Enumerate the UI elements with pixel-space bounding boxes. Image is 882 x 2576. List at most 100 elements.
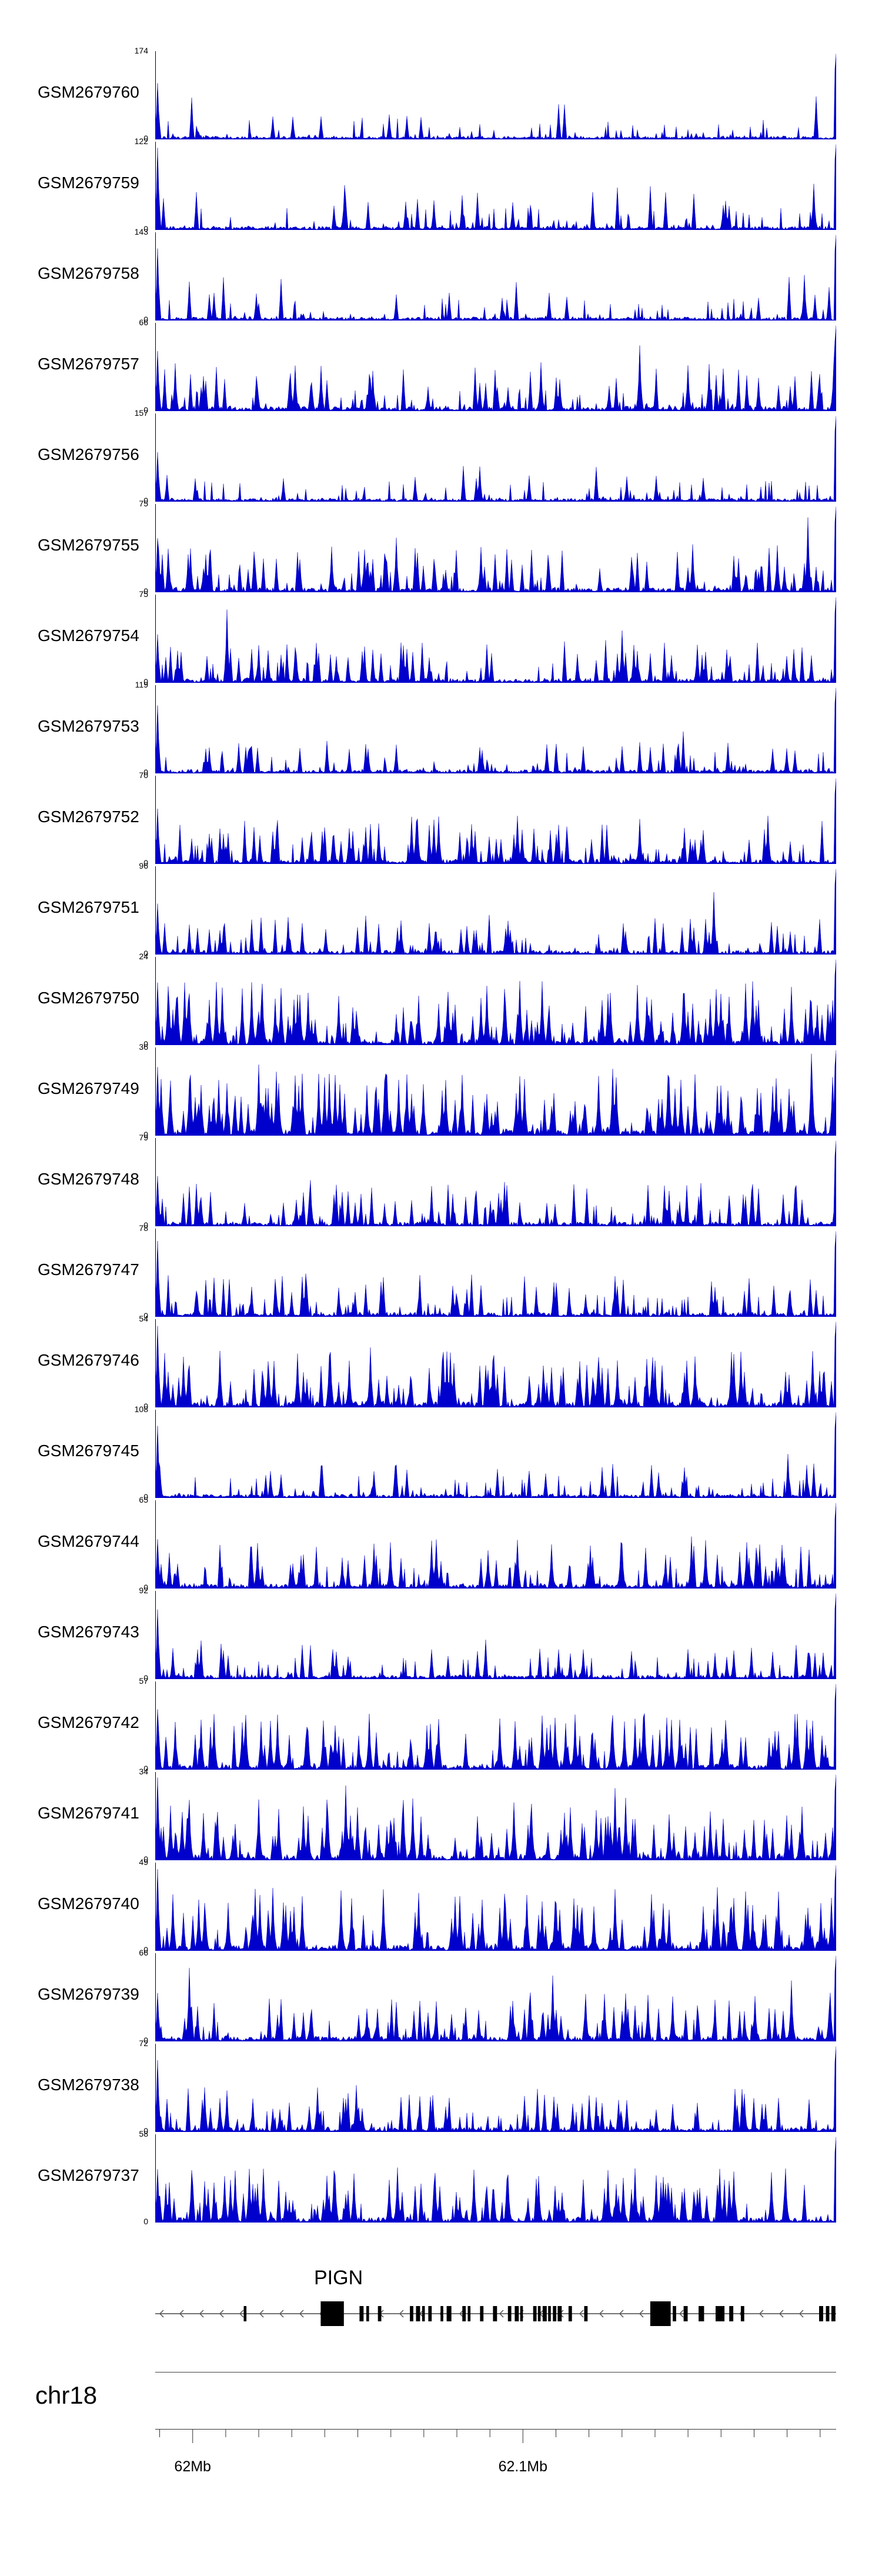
track-sample-label: GSM2679754 [38,626,139,645]
track-sample-label: GSM2679747 [38,1260,139,1279]
track-yzero-label: 0 [143,405,148,415]
coverage-signal-plot [155,957,836,1045]
ruler-position-label: 62.1Mb [498,2458,548,2475]
coverage-signal-plot [155,685,836,773]
track-sample-label: GSM2679751 [38,898,139,916]
track-sample-label: GSM2679760 [38,83,139,101]
coverage-signal-plot [155,1591,836,1679]
coverage-track-row: GSM2679742 57 0 [0,1676,882,1773]
track-yzero-label: 0 [143,2217,148,2226]
track-sample-label: GSM2679755 [38,536,139,554]
coverage-track-row: GSM2679739 66 0 [0,1948,882,2045]
coverage-track-row: GSM2679755 75 0 [0,499,882,596]
track-sample-label: GSM2679748 [38,1170,139,1188]
coverage-track-row: GSM2679740 49 0 [0,1857,882,1954]
track-yzero-label: 0 [143,677,148,686]
track-ymax-label: 79 [139,1133,148,1142]
track-yzero-label: 0 [143,315,148,324]
coverage-track-row: GSM2679749 36 0 [0,1043,882,1139]
track-ymax-label: 75 [139,589,148,599]
track-yzero-label: 0 [143,496,148,505]
track-yzero-label: 0 [143,1945,148,1954]
coverage-track-row: GSM2679737 58 0 [0,2129,882,2226]
coverage-signal-plot [155,866,836,955]
track-ymax-label: 92 [139,1586,148,1595]
track-yzero-label: 0 [143,2036,148,2045]
track-sample-label: GSM2679752 [38,807,139,826]
coverage-signal-plot [155,1138,836,1226]
chromosome-label: chr18 [35,2381,98,2409]
coverage-track-row: GSM2679753 119 0 [0,680,882,777]
coverage-track-row: GSM2679744 65 0 [0,1495,882,1592]
track-sample-label: GSM2679759 [38,173,139,192]
coverage-signal-plot [155,413,836,502]
track-yzero-label: 0 [143,1402,148,1411]
track-sample-label: GSM2679745 [38,1442,139,1460]
ruler-position-label: 62Mb [174,2458,211,2475]
coverage-signal-plot [155,142,836,230]
coverage-signal-plot [155,1863,836,1951]
track-yzero-label: 0 [143,858,148,867]
track-yzero-label: 0 [143,134,148,143]
track-ymax-label: 66 [139,1948,148,1957]
track-sample-label: GSM2679738 [38,2076,139,2094]
track-ymax-label: 75 [139,499,148,508]
coverage-track-row: GSM2679752 70 0 [0,771,882,867]
track-sample-label: GSM2679758 [38,264,139,282]
track-sample-label: GSM2679743 [38,1623,139,1641]
track-yzero-label: 0 [143,1492,148,1501]
track-ymax-label: 174 [134,46,148,55]
track-ymax-label: 108 [134,1404,148,1414]
track-yzero-label: 0 [143,1583,148,1592]
track-ymax-label: 122 [134,136,148,146]
coverage-track-row: GSM2679760 174 0 [0,46,882,143]
gene-name-label: PIGN [314,2267,363,2289]
coverage-track-row: GSM2679746 54 0 [0,1314,882,1411]
track-ymax-label: 66 [139,318,148,327]
track-yzero-label: 0 [143,768,148,777]
track-sample-label: GSM2679753 [38,717,139,735]
track-yzero-label: 0 [143,1854,148,1864]
track-yzero-label: 0 [143,1039,148,1049]
coverage-track-row: GSM2679745 108 0 [0,1405,882,1501]
coverage-signal-plot [155,1229,836,1317]
coverage-signal-plot [155,1681,836,1770]
coverage-track-row: GSM2679754 75 0 [0,589,882,686]
track-ymax-label: 143 [134,227,148,236]
coverage-signal-plot [155,232,836,321]
track-ymax-label: 70 [139,770,148,780]
track-yzero-label: 0 [143,2126,148,2135]
coverage-signal-plot [155,1500,836,1589]
track-sample-label: GSM2679746 [38,1351,139,1369]
track-ymax-label: 24 [139,952,148,961]
track-ymax-label: 65 [139,1495,148,1504]
track-yzero-label: 0 [143,1764,148,1773]
coverage-signal-plot [155,323,836,411]
track-sample-label: GSM2679737 [38,2166,139,2184]
track-yzero-label: 0 [143,1673,148,1683]
track-yzero-label: 0 [143,1220,148,1230]
track-ymax-label: 157 [134,408,148,418]
track-sample-label: GSM2679749 [38,1079,139,1097]
track-sample-label: GSM2679756 [38,445,139,463]
coverage-signal-plot [155,776,836,864]
coordinate-ruler [155,2429,836,2443]
track-sample-label: GSM2679742 [38,1713,139,1731]
track-sample-label: GSM2679740 [38,1894,139,1913]
separator-line [155,2372,836,2373]
track-ymax-label: 96 [139,861,148,870]
coverage-track-row: GSM2679751 96 0 [0,861,882,958]
coverage-signal-plot [155,504,836,592]
coverage-signal-plot [155,2044,836,2132]
coverage-signal-plot [155,2134,836,2223]
track-sample-label: GSM2679750 [38,989,139,1007]
track-yzero-label: 0 [143,586,148,596]
coverage-signal-plot [155,1047,836,1136]
track-ymax-label: 49 [139,1857,148,1867]
track-ymax-label: 78 [139,1223,148,1233]
track-yzero-label: 0 [143,949,148,958]
gene-annotation-track: PIGN [0,2268,882,2350]
track-sample-label: GSM2679757 [38,355,139,373]
track-ymax-label: 57 [139,1676,148,1686]
track-ymax-label: 58 [139,2129,148,2138]
